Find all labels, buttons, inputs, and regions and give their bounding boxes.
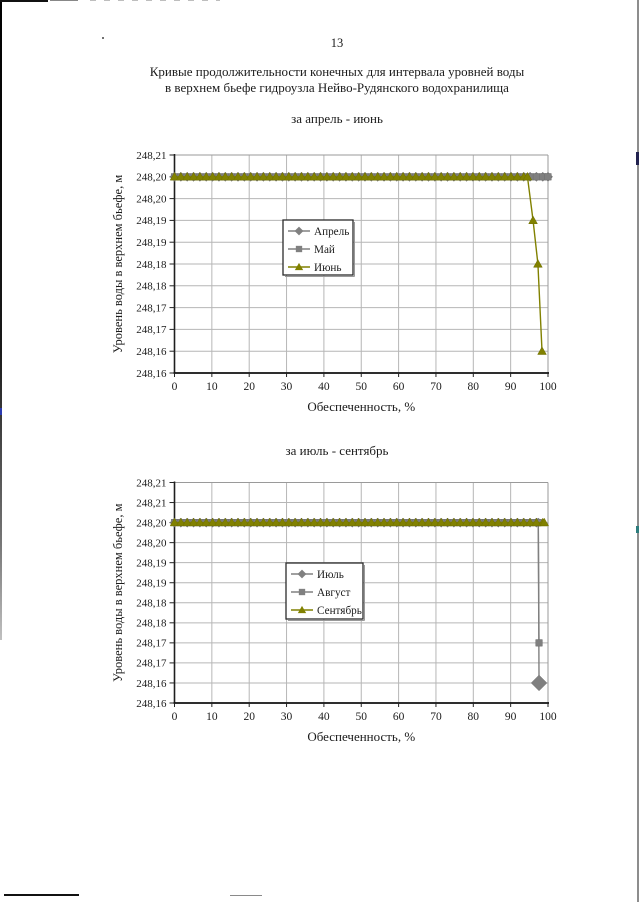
svg-text:248,19: 248,19 bbox=[136, 557, 167, 569]
svg-text:90: 90 bbox=[505, 381, 517, 393]
svg-text:60: 60 bbox=[393, 711, 405, 723]
svg-text:248,21: 248,21 bbox=[136, 477, 166, 489]
chart-1-canvas: 248,21 248,20 248,20 248,19 248,19 248,18 248,… bbox=[0, 140, 640, 425]
svg-text:Май: Май bbox=[314, 244, 335, 256]
svg-text:100: 100 bbox=[539, 711, 557, 723]
svg-text:70: 70 bbox=[430, 381, 442, 393]
chart-svg: 248,21 248,21 248,20 248,20 248,19 248,19 248,… bbox=[111, 477, 557, 744]
axis-ticks-labels: 248,21 248,20 248,20 248,19 248,19 248,18 248,… bbox=[111, 150, 557, 414]
svg-text:248,16: 248,16 bbox=[136, 368, 167, 380]
svg-text:248,19: 248,19 bbox=[136, 578, 167, 590]
svg-text:10: 10 bbox=[206, 381, 218, 393]
scan-artifact-left-blue bbox=[0, 408, 2, 415]
series-triangle bbox=[169, 171, 547, 355]
chart-svg: 248,21 248,20 248,20 248,19 248,19 248,18 248,… bbox=[111, 150, 557, 414]
scan-artifact-top-dash bbox=[50, 0, 78, 1]
svg-text:248,18: 248,18 bbox=[136, 281, 167, 293]
svg-text:248,19: 248,19 bbox=[136, 237, 167, 249]
svg-text:Сентябрь: Сентябрь bbox=[317, 605, 362, 617]
svg-text:20: 20 bbox=[243, 381, 255, 393]
chart-2-title: за июль - сентябрь bbox=[285, 443, 389, 458]
svg-text:30: 30 bbox=[281, 381, 293, 393]
svg-text:248,20: 248,20 bbox=[136, 172, 167, 184]
svg-text:Уровень воды в верхнем бьефе,: Уровень воды в верхнем бьефе, м bbox=[111, 503, 125, 682]
svg-text:10: 10 bbox=[206, 711, 218, 723]
svg-text:248,18: 248,18 bbox=[136, 598, 167, 610]
svg-text:Июнь: Июнь bbox=[314, 262, 342, 274]
svg-text:90: 90 bbox=[505, 711, 517, 723]
axis-ticks-labels: 248,21 248,21 248,20 248,20 248,19 248,19 248,… bbox=[111, 477, 557, 744]
svg-text:80: 80 bbox=[468, 381, 480, 393]
svg-text:248,20: 248,20 bbox=[136, 517, 167, 529]
scan-artifact-top-dots bbox=[90, 0, 220, 1]
svg-text:248,17: 248,17 bbox=[136, 302, 167, 314]
svg-text:248,20: 248,20 bbox=[136, 193, 167, 205]
svg-text:Апрель: Апрель bbox=[314, 226, 349, 238]
scan-artifact-top-edge bbox=[0, 0, 48, 2]
scan-artifact-dot bbox=[102, 37, 104, 39]
svg-text:Уровень воды в верхнем бьефе,: Уровень воды в верхнем бьефе, м bbox=[111, 175, 125, 354]
scan-artifact-right-teal bbox=[636, 526, 639, 533]
svg-text:Август: Август bbox=[317, 587, 351, 599]
svg-text:248,16: 248,16 bbox=[136, 698, 167, 710]
svg-text:248,21: 248,21 bbox=[136, 497, 166, 509]
svg-text:0: 0 bbox=[172, 381, 178, 393]
svg-text:Обеспеченность, %: Обеспеченность, % bbox=[307, 399, 415, 414]
chart-1-title: за апрель - июнь bbox=[291, 111, 383, 126]
svg-text:60: 60 bbox=[393, 381, 405, 393]
svg-text:40: 40 bbox=[318, 381, 330, 393]
svg-text:70: 70 bbox=[430, 711, 442, 723]
gridlines bbox=[174, 155, 549, 373]
svg-text:248,16: 248,16 bbox=[136, 678, 167, 690]
svg-text:100: 100 bbox=[539, 381, 557, 393]
document-title-line-2: в верхнем бьефе гидроузла Нейво-Рудянско… bbox=[165, 80, 509, 95]
page-number: 13 bbox=[330, 36, 344, 50]
svg-text:80: 80 bbox=[468, 711, 480, 723]
document-title-line-1: Кривые продолжительности конечных для ин… bbox=[149, 64, 525, 79]
svg-text:248,17: 248,17 bbox=[136, 658, 167, 670]
chart-2-canvas: 248,21 248,21 248,20 248,20 248,19 248,19 248,… bbox=[0, 465, 640, 757]
svg-text:248,16: 248,16 bbox=[136, 346, 167, 358]
svg-text:248,17: 248,17 bbox=[136, 324, 167, 336]
svg-text:40: 40 bbox=[318, 711, 330, 723]
svg-text:20: 20 bbox=[243, 711, 255, 723]
svg-text:248,21: 248,21 bbox=[136, 150, 166, 162]
svg-text:248,19: 248,19 bbox=[136, 215, 167, 227]
scan-artifact-right-edge bbox=[637, 0, 639, 902]
svg-text:248,20: 248,20 bbox=[136, 537, 167, 549]
svg-text:248,18: 248,18 bbox=[136, 259, 167, 271]
svg-text:Обеспеченность, %: Обеспеченность, % bbox=[307, 729, 415, 744]
legend: Апрель Май Июнь bbox=[282, 219, 355, 277]
svg-text:248,17: 248,17 bbox=[136, 638, 167, 650]
svg-text:30: 30 bbox=[281, 711, 293, 723]
scan-artifact-bottom-dash bbox=[230, 895, 262, 896]
scan-artifact-right-navy bbox=[636, 152, 639, 165]
scan-artifact-left-edge bbox=[0, 0, 2, 640]
svg-text:50: 50 bbox=[356, 711, 368, 723]
series-triangle bbox=[169, 517, 550, 527]
scan-artifact-bottom-edge bbox=[4, 894, 79, 896]
svg-text:248,18: 248,18 bbox=[136, 618, 167, 630]
svg-text:0: 0 bbox=[172, 711, 178, 723]
svg-text:50: 50 bbox=[356, 381, 368, 393]
legend: Июль Август Сентябрь bbox=[285, 562, 365, 621]
svg-text:Июль: Июль bbox=[317, 569, 344, 581]
